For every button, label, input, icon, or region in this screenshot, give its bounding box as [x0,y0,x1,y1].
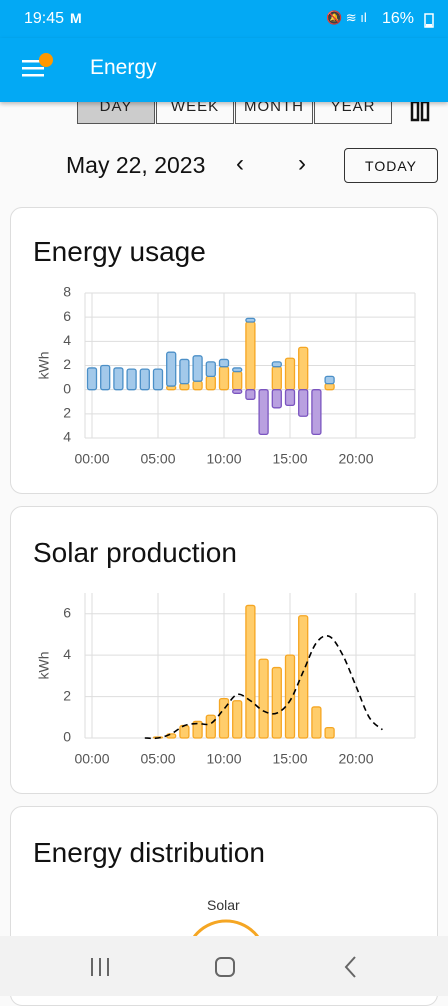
x-tick-label: 05:00 [140,751,175,767]
bar [245,604,256,739]
y-tick-label: 6 [63,308,71,324]
battery-icon [424,13,434,28]
bar [311,389,322,436]
bar [271,361,282,368]
bar [205,375,216,391]
x-tick-label: 20:00 [338,451,373,467]
next-button[interactable]: › [298,150,306,177]
bar [179,724,190,739]
today-button[interactable]: TODAY [344,148,438,183]
bar [166,351,177,387]
y-tick-label: 4 [63,332,71,348]
bar [311,706,322,739]
y-axis-label: kWh [36,352,52,380]
bar [192,720,203,739]
nav-bar [0,936,448,996]
bar [179,382,190,391]
bar [232,367,243,373]
card-title: Energy usage [33,236,206,267]
bar [113,367,124,391]
header-title: Energy [90,56,157,79]
bar [271,389,282,409]
date-label: May 22, 2023 [66,152,206,178]
status-bar: 19:45 M 🔕 ≋ ıl 16% [0,0,448,38]
bar [232,370,243,391]
card-title: Solar production [33,537,237,568]
x-tick-label: 15:00 [272,451,307,467]
bar [324,726,335,739]
bar [298,615,309,739]
x-tick-label: 10:00 [206,451,241,467]
compare-icon[interactable] [408,98,432,124]
bar [152,368,164,391]
bar [139,368,150,391]
y-axis-label: kWh [36,652,52,680]
x-tick-label: 05:00 [140,451,175,467]
x-tick-label: 10:00 [206,751,241,767]
bar [232,389,243,394]
bar [245,321,256,391]
bar [271,366,282,391]
bar [232,700,243,739]
prev-button[interactable]: ‹ [236,150,244,177]
card: Solar production [10,506,438,794]
node-label: Solar [207,897,240,913]
mail-icon: M [70,10,82,26]
bar [245,317,256,323]
bar [192,380,203,391]
bar [245,389,256,400]
bar [86,367,98,391]
bar [258,658,269,739]
bar [218,697,230,739]
bar [284,389,296,407]
bar [205,714,216,739]
time: 19:45 [24,10,65,27]
bar [258,389,269,436]
forecast-line [144,634,383,740]
bar [284,357,296,391]
bar [271,666,282,739]
bar [192,355,203,382]
bar [205,361,216,378]
y-tick-label: 2 [63,687,71,703]
bar [298,346,309,391]
bar [218,366,230,391]
bar [100,364,111,391]
x-tick-label: 15:00 [272,751,307,767]
y-tick-label: 6 [63,604,71,620]
bar [324,382,335,391]
x-tick-label: 00:00 [74,451,109,467]
status-icons: 🔕 ≋ ıl [326,10,367,25]
bar [218,358,230,368]
y-tick-label: 4 [63,429,71,445]
card-title: Energy distribution [33,837,265,868]
bar [126,368,137,391]
battery: 16% [382,10,415,27]
x-tick-label: 00:00 [74,751,109,767]
y-tick-label: 0 [63,729,71,745]
bar [179,358,190,385]
bar [324,375,335,385]
app-header: Energy [0,38,448,102]
menu-button[interactable] [22,52,56,82]
y-tick-label: 2 [63,356,71,372]
bar [298,389,309,417]
y-tick-label: 4 [63,646,71,662]
bar [284,654,296,739]
y-tick-label: 8 [63,284,71,300]
y-tick-label: 2 [63,405,71,421]
solar-node [187,919,265,945]
y-tick-label: 0 [63,380,71,396]
nav-buttons [91,956,356,978]
x-tick-label: 20:00 [338,751,373,767]
